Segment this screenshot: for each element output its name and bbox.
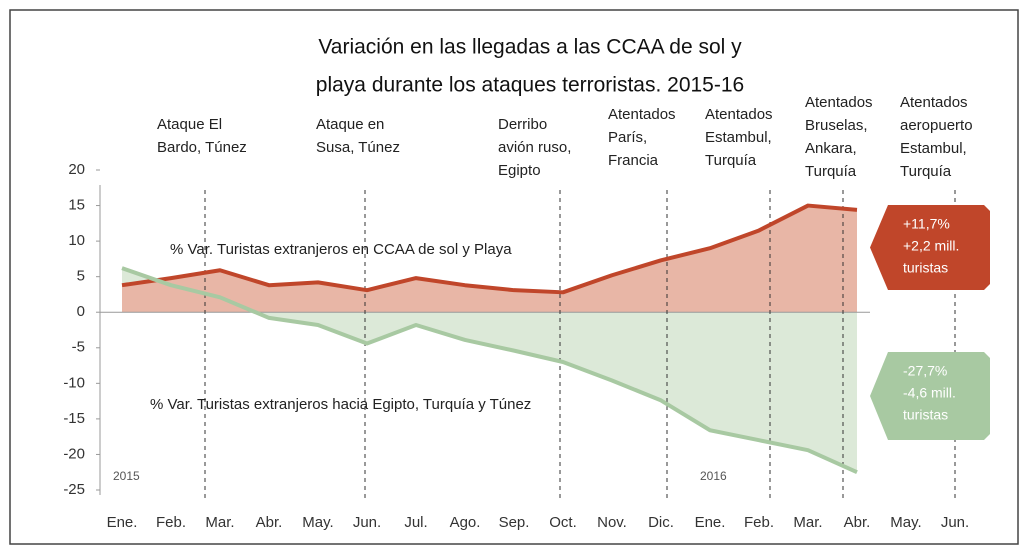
series-label: % Var. Turistas extranjeros hacia Egipto… xyxy=(150,396,531,413)
y-tick-label: 5 xyxy=(77,268,85,285)
event-label: Atentados xyxy=(705,106,773,123)
y-tick-label: 20 xyxy=(68,161,85,178)
callout-text: -4,6 mill. xyxy=(903,385,956,401)
chart-title: playa durante los ataques terroristas. 2… xyxy=(316,74,744,97)
event-label: Francia xyxy=(608,152,659,169)
event-label: Turquía xyxy=(900,163,952,180)
x-tick-label: Oct. xyxy=(549,514,577,531)
callout-box xyxy=(870,205,990,290)
callout-text: +2,2 mill. xyxy=(903,238,959,254)
x-tick-label: Jun. xyxy=(941,514,969,531)
x-tick-label: Sep. xyxy=(499,514,530,531)
callout-box xyxy=(870,352,990,440)
frame xyxy=(9,9,1019,545)
event-label: Ankara, xyxy=(805,140,857,157)
x-tick-label: Abr. xyxy=(844,514,871,531)
event-label: Atentados xyxy=(900,94,968,111)
event-label: Bardo, Túnez xyxy=(157,139,247,156)
y-tick-label: -20 xyxy=(63,445,85,462)
x-tick-label: Feb. xyxy=(744,514,774,531)
event-label: Ataque El xyxy=(157,116,222,133)
event-label: Egipto xyxy=(498,162,541,179)
event-label: Estambul, xyxy=(705,129,772,146)
event-label: Derribo xyxy=(498,116,547,133)
x-tick-label: Nov. xyxy=(597,514,627,531)
y-tick-label: 15 xyxy=(68,197,85,214)
y-tick-label: -5 xyxy=(72,339,85,356)
series-line xyxy=(121,266,858,475)
x-tick-label: Ene. xyxy=(695,514,726,531)
chart-title: Variación en las llegadas a las CCAA de … xyxy=(318,36,742,59)
year-label: 2015 xyxy=(113,469,140,483)
series-label: % Var. Turistas extranjeros en CCAA de s… xyxy=(170,241,512,258)
y-tick-label: 0 xyxy=(77,303,85,320)
event-label: París, xyxy=(608,129,647,146)
event-label: Susa, Túnez xyxy=(316,139,400,156)
x-tick-label: May. xyxy=(890,514,921,531)
event-label: avión ruso, xyxy=(498,139,571,156)
x-tick-label: Abr. xyxy=(256,514,283,531)
area xyxy=(122,268,857,473)
callout-text: turistas xyxy=(903,260,948,276)
x-tick-label: Dic. xyxy=(648,514,674,531)
callout-text: +11,7% xyxy=(903,216,950,232)
x-tick-label: May. xyxy=(302,514,333,531)
x-tick-label: Mar. xyxy=(793,514,822,531)
y-tick-label: -10 xyxy=(63,374,85,391)
callout-text: turistas xyxy=(903,407,948,423)
callout-text: -27,7% xyxy=(903,363,947,379)
x-tick-label: Feb. xyxy=(156,514,186,531)
event-label: Atentados xyxy=(805,94,873,111)
x-tick-label: Ago. xyxy=(450,514,481,531)
event-label: Turquía xyxy=(805,163,857,180)
y-tick-label: -15 xyxy=(63,410,85,427)
x-tick-label: Jul. xyxy=(404,514,427,531)
event-label: Bruselas, xyxy=(805,117,868,134)
x-tick-label: Mar. xyxy=(205,514,234,531)
year-label: 2016 xyxy=(700,469,727,483)
event-label: Ataque en xyxy=(316,116,384,133)
event-label: Atentados xyxy=(608,106,676,123)
y-tick-label: -25 xyxy=(63,481,85,498)
series-line xyxy=(121,203,858,295)
event-label: Estambul, xyxy=(900,140,967,157)
x-tick-label: Ene. xyxy=(107,514,138,531)
event-label: Turquía xyxy=(705,152,757,169)
y-tick-label: 10 xyxy=(68,232,85,249)
event-label: aeropuerto xyxy=(900,117,973,134)
x-tick-label: Jun. xyxy=(353,514,381,531)
area xyxy=(122,205,857,313)
